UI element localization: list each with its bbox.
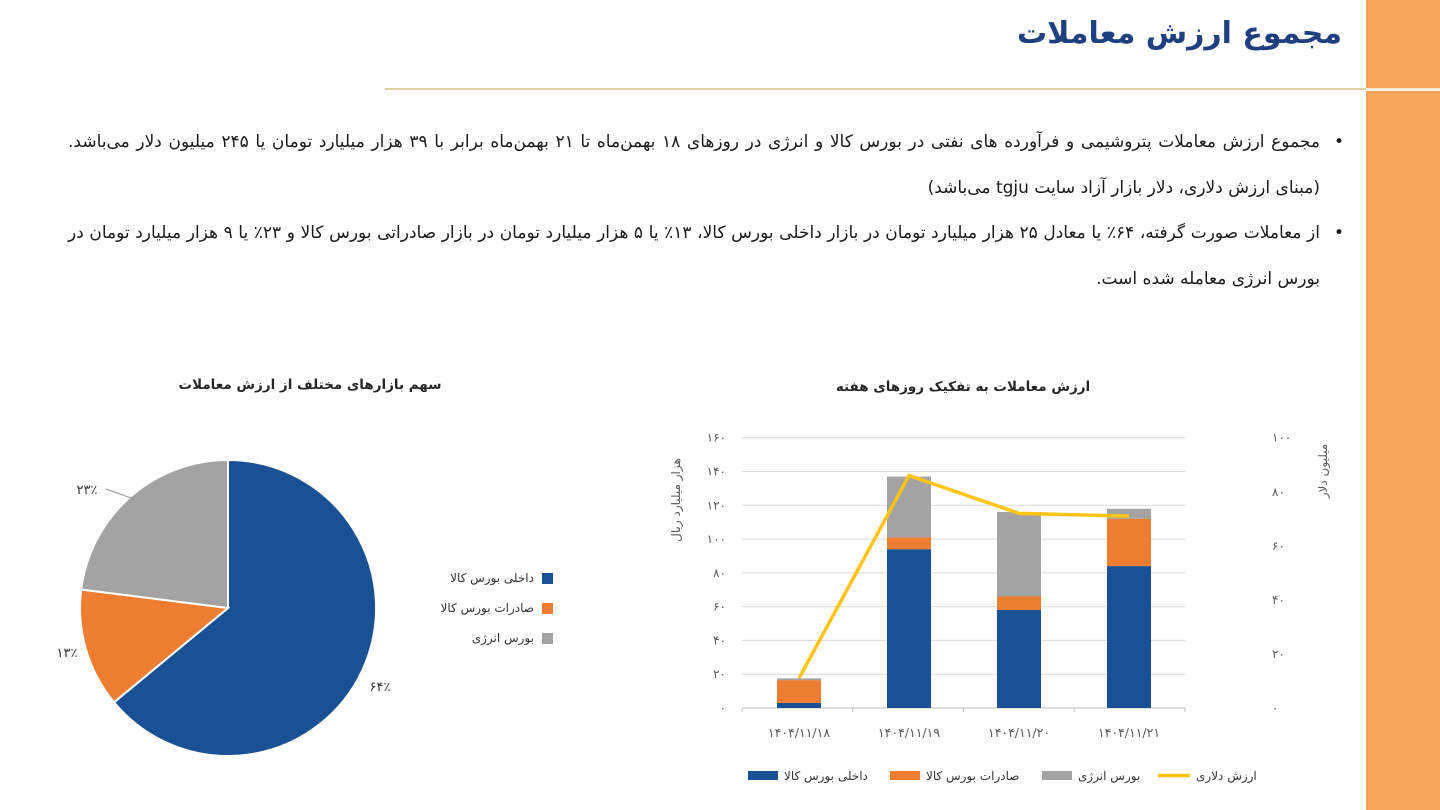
bar-chart-title: ارزش معاملات به تفکیک روزهای هفته xyxy=(836,379,1090,395)
bar-segment-2-day-0 xyxy=(777,678,821,681)
left-tick-0: ۰ xyxy=(720,701,726,715)
pie-legend-label-0: داخلی بورس کالا xyxy=(450,571,534,586)
pie-slice-0 xyxy=(112,458,378,757)
bar-legend-label-0: داخلی بورس کالا xyxy=(784,769,868,784)
page-title: مجموع ارزش معاملات xyxy=(1017,16,1342,51)
left-tick-1: ۲۰ xyxy=(713,667,726,681)
bar-segment-1-day-2 xyxy=(997,596,1041,610)
bullet-item-2: • از معاملات صورت گرفته، ۶۴٪ یا معادل ۲۵… xyxy=(68,211,1346,302)
left-axis-title: هزار میلیارد ریال xyxy=(669,458,684,542)
left-tick-7: ۱۴۰ xyxy=(707,464,726,478)
pie-legend-label-1: صادرات بورس کالا xyxy=(441,601,534,616)
x-label-1: ۱۴۰۴/۱۱/۱۹ xyxy=(878,725,940,740)
right-axis-title: میلیون دلار xyxy=(1316,444,1331,499)
left-tick-4: ۸۰ xyxy=(713,566,726,580)
bar-legend-swatch-2 xyxy=(1042,771,1072,780)
bar-segment-1-day-0 xyxy=(777,680,821,703)
pie-legend-swatch-0 xyxy=(542,573,553,584)
bar-segment-0-day-3 xyxy=(1107,566,1151,708)
pie-legend-swatch-2 xyxy=(542,633,553,644)
bullet-text-2: از معاملات صورت گرفته، ۶۴٪ یا معادل ۲۵ ه… xyxy=(68,223,1320,289)
pie-legend-label-2: بورس انرژی xyxy=(472,631,534,646)
left-tick-2: ۴۰ xyxy=(713,633,726,647)
pie-slice-1 xyxy=(79,588,231,704)
pie-value-label-2: ۲۳٪ xyxy=(77,483,98,498)
bar-legend-label-2: بورس انرژی xyxy=(1078,769,1140,784)
left-tick-6: ۱۲۰ xyxy=(707,498,726,512)
right-tick-1: ۲۰ xyxy=(1272,647,1285,661)
bar-segment-0-day-1 xyxy=(887,549,931,708)
bar-segment-1-day-1 xyxy=(887,537,931,550)
pie-chart-title: سهم بازارهای مختلف از ارزش معاملات xyxy=(179,377,442,393)
pie-value-label-1: ۱۳٪ xyxy=(57,646,78,661)
bar-line-chart: ارزش معاملات به تفکیک روزهای هفته ۰ ۲۰ ۴۰ ۶۰… xyxy=(660,370,1360,800)
bar-segment-2-day-1 xyxy=(887,476,931,538)
bar-segment-0-day-2 xyxy=(997,610,1041,708)
bullet-marker: • xyxy=(1333,132,1344,152)
accent-strip xyxy=(1366,0,1440,810)
label-leader-line xyxy=(105,488,135,500)
bar-segment-2-day-2 xyxy=(997,512,1041,597)
pie-legend-swatch-1 xyxy=(542,603,553,614)
right-tick-3: ۶۰ xyxy=(1272,539,1285,553)
right-tick-2: ۴۰ xyxy=(1272,593,1285,607)
accent-strip-divider xyxy=(1366,88,1440,91)
bullet-text-1: مجموع ارزش معاملات پتروشیمی و فرآورده ها… xyxy=(68,132,1320,198)
bullet-marker: • xyxy=(1333,223,1344,243)
bullet-list: • مجموع ارزش معاملات پتروشیمی و فرآورده … xyxy=(68,120,1346,302)
right-tick-5: ۱۰۰ xyxy=(1272,431,1291,445)
x-label-3: ۱۴۰۴/۱۱/۲۱ xyxy=(1098,725,1160,740)
left-tick-3: ۶۰ xyxy=(713,600,726,614)
right-tick-0: ۰ xyxy=(1272,701,1278,715)
pie-value-label-0: ۶۴٪ xyxy=(370,680,391,695)
left-tick-5: ۱۰۰ xyxy=(707,532,726,546)
bar-legend-label-3: ارزش دلاری xyxy=(1196,769,1257,784)
pie-chart: سهم بازارهای مختلف از ارزش معاملات ۶۴٪ ۱۳٪… xyxy=(0,360,580,800)
x-label-2: ۱۴۰۴/۱۱/۲۰ xyxy=(988,725,1050,740)
left-tick-8: ۱۶۰ xyxy=(707,431,726,445)
bar-segment-0-day-0 xyxy=(777,702,821,708)
x-label-0: ۱۴۰۴/۱۱/۱۸ xyxy=(768,725,830,740)
bullet-item-1: • مجموع ارزش معاملات پتروشیمی و فرآورده … xyxy=(68,120,1346,211)
pie-slice-2 xyxy=(80,458,229,610)
bar-legend-label-1: صادرات بورس کالا xyxy=(926,769,1019,784)
bar-legend-swatch-1 xyxy=(890,771,920,780)
title-underline xyxy=(385,88,1366,90)
right-tick-4: ۸۰ xyxy=(1272,485,1285,499)
bar-segment-1-day-3 xyxy=(1107,518,1151,567)
dollar-value-line xyxy=(797,473,1130,680)
bar-segment-2-day-3 xyxy=(1107,508,1151,519)
bar-legend-swatch-0 xyxy=(748,771,778,780)
